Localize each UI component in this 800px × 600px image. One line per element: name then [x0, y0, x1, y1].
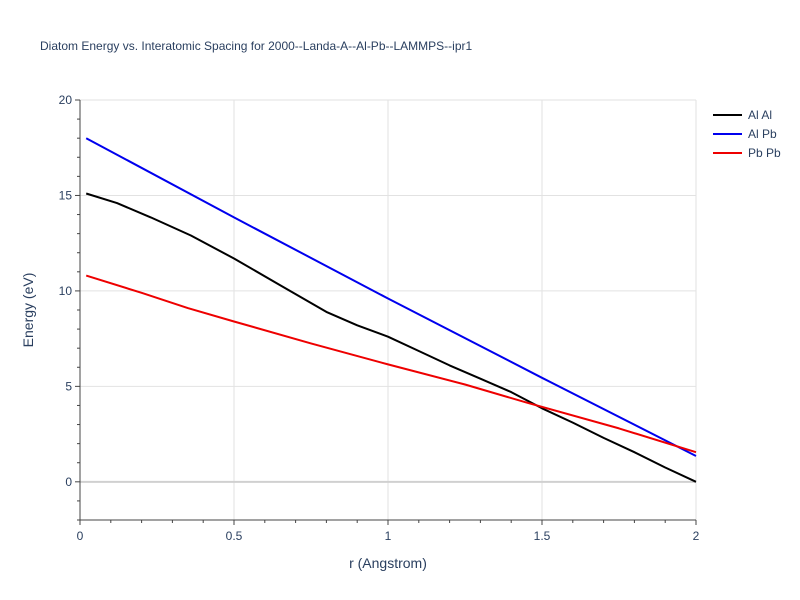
legend-label: Al Al — [748, 108, 772, 122]
y-tick-label: 15 — [59, 188, 73, 202]
grid — [80, 99, 697, 520]
x-axis-label: r (Angstrom) — [349, 555, 427, 571]
legend: Al Al Al Pb Pb Pb — [713, 108, 781, 160]
legend-label: Pb Pb — [748, 146, 781, 160]
series-line-al-al — [85, 192, 697, 483]
x-tick-label: 1.5 — [534, 529, 551, 543]
y-tick-label: 20 — [59, 93, 73, 107]
x-tick-label: 0.5 — [226, 529, 243, 543]
x-tick-label: 1 — [385, 529, 392, 543]
y-tick-label: 0 — [65, 475, 72, 489]
series-line-pb-pb — [85, 274, 697, 454]
y-tick-label: 10 — [59, 284, 73, 298]
y-tick-label: 5 — [65, 379, 72, 393]
legend-label: Al Pb — [748, 127, 777, 141]
y-axis-label: Energy (eV) — [20, 273, 36, 348]
x-tick-label: 0 — [77, 529, 84, 543]
series-lines — [85, 137, 697, 483]
x-tick-label: 2 — [693, 529, 700, 543]
chart-title: Diatom Energy vs. Interatomic Spacing fo… — [40, 39, 472, 53]
series-line-al-pb — [85, 137, 697, 457]
